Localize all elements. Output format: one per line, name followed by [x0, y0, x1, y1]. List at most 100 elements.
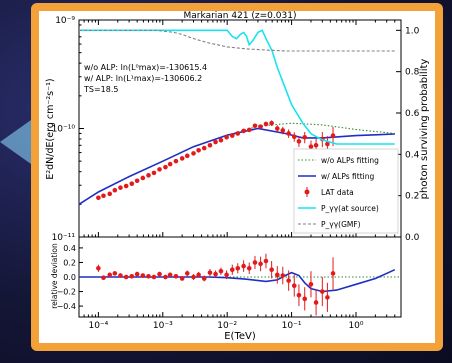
lat-data-point — [274, 126, 280, 131]
residual-y-tick-label: 0.2 — [63, 258, 76, 267]
figure-panel: Markarian 421 (z=0.031) E²dN/dE(erg cm⁻²… — [39, 11, 435, 343]
residual-point — [96, 265, 101, 271]
psurv-gmf-line — [79, 29, 395, 52]
residual-point — [101, 275, 106, 281]
residual-point — [224, 272, 229, 278]
lat-data-point — [163, 164, 168, 170]
lat-data-point — [134, 178, 140, 184]
lat-data-point — [167, 161, 173, 167]
residual-point — [263, 258, 269, 264]
lat-data-point — [173, 158, 179, 164]
lat-data-point — [218, 137, 224, 143]
residual-point — [325, 295, 330, 300]
lat-data-point — [112, 187, 118, 193]
residual-point — [123, 274, 129, 280]
x-tick-label: 10⁻³ — [153, 321, 173, 331]
residual-point — [274, 272, 280, 278]
residual-point — [201, 276, 207, 281]
annotation-loglike-noalp: w/o ALP: ln(L⁰max)=-130615.4 — [84, 63, 207, 72]
residual-point — [191, 274, 196, 280]
lat-data-point — [207, 143, 213, 148]
lat-data-point — [201, 145, 207, 151]
residual-point — [134, 271, 140, 277]
right-y-tick-label: 0.8 — [405, 68, 420, 78]
annotation-ts: TS=18.5 — [83, 85, 118, 94]
lat-data-point — [286, 131, 291, 136]
legend-label: w/o ALPs fitting — [321, 156, 379, 165]
residual-point — [308, 281, 314, 287]
legend-box — [293, 148, 399, 234]
lat-data-point — [235, 131, 241, 136]
right-y-tick-label: 0.4 — [405, 150, 420, 160]
lat-data-point — [241, 128, 246, 134]
lat-data-point — [246, 127, 252, 133]
residual-point — [302, 296, 308, 302]
y-tick-label: 10⁻⁹ — [55, 16, 75, 26]
lat-data-point — [308, 144, 314, 149]
residual-point — [157, 271, 162, 277]
figure-frame: Markarian 421 (z=0.031) E²dN/dE(erg cm⁻²… — [31, 3, 443, 351]
chart-title: Markarian 421 (z=0.031) — [184, 11, 297, 21]
x-tick-label: 10⁻⁴ — [88, 321, 108, 331]
residual-point — [296, 292, 302, 298]
lat-data-point — [157, 167, 162, 172]
legend-label: P_γγ(at source) — [321, 204, 379, 213]
x-tick-label: 10⁻² — [217, 321, 237, 331]
callout-arrow — [0, 120, 31, 164]
legend-label: LAT data — [321, 188, 354, 197]
lat-data-point — [291, 134, 297, 140]
lat-data-point — [296, 139, 302, 144]
residual-point — [269, 267, 274, 273]
residual-point — [258, 261, 263, 267]
residual-point — [252, 260, 258, 265]
residual-point — [229, 267, 235, 273]
right-y-axis-label: photon surviving probability — [419, 59, 430, 200]
residual-point — [246, 265, 252, 271]
lat-data-point — [191, 151, 196, 156]
lat-data-point — [118, 185, 123, 190]
x-tick-label: 10⁰ — [348, 321, 363, 331]
residual-point — [151, 274, 157, 280]
psurv-source-line — [79, 29, 395, 145]
residual-point — [218, 268, 224, 274]
residual-point — [280, 273, 286, 278]
residual-model-line — [79, 268, 396, 293]
legend: w/o ALPs fitting w/ ALPs fitting LAT data P… — [293, 148, 399, 234]
lat-data-point — [313, 143, 319, 148]
residual-point — [196, 272, 201, 278]
legend-label: P_γγ(GMF) — [321, 220, 361, 229]
lat-data-point — [184, 153, 190, 159]
residual-point — [118, 273, 123, 278]
residual-point — [235, 265, 241, 271]
residual-point — [107, 272, 113, 278]
lat-data-point — [140, 175, 146, 181]
lat-data-point — [258, 124, 263, 129]
lat-data-point — [325, 141, 330, 147]
figure-svg: Markarian 421 (z=0.031) E²dN/dE(erg cm⁻²… — [45, 11, 430, 342]
residual-point — [129, 273, 135, 279]
residual-point — [173, 273, 179, 279]
legend-label: w/ ALPs fitting — [321, 172, 374, 181]
y-tick-label: 10⁻¹¹ — [52, 233, 76, 243]
y-axis-label: E²dN/dE(erg cm⁻²s⁻¹) — [45, 78, 56, 179]
residual-point — [213, 271, 218, 277]
lat-data-point — [146, 173, 151, 178]
lat-data-point — [280, 128, 286, 133]
x-axis-label: E(TeV) — [224, 331, 256, 342]
lat-data-point — [96, 195, 101, 201]
residual-y-axis-label: relative deviation — [50, 243, 59, 309]
residual-y-tick-label: 0.0 — [63, 273, 76, 282]
lat-data-point — [213, 139, 218, 145]
lat-data-point — [179, 156, 185, 161]
lat-data-point — [123, 183, 129, 189]
residual-y-tick-label: −0.4 — [57, 302, 76, 311]
residual-point — [313, 300, 319, 305]
right-y-tick-label: 0.2 — [405, 192, 419, 202]
lat-data-point — [330, 133, 336, 138]
lat-data-point — [269, 120, 274, 126]
lat-data-point — [151, 170, 157, 176]
residual-y-tick-label: −0.2 — [57, 288, 76, 297]
right-y-tick-label: 1.0 — [405, 26, 420, 36]
residual-point — [167, 272, 173, 278]
residual-point — [291, 283, 297, 289]
